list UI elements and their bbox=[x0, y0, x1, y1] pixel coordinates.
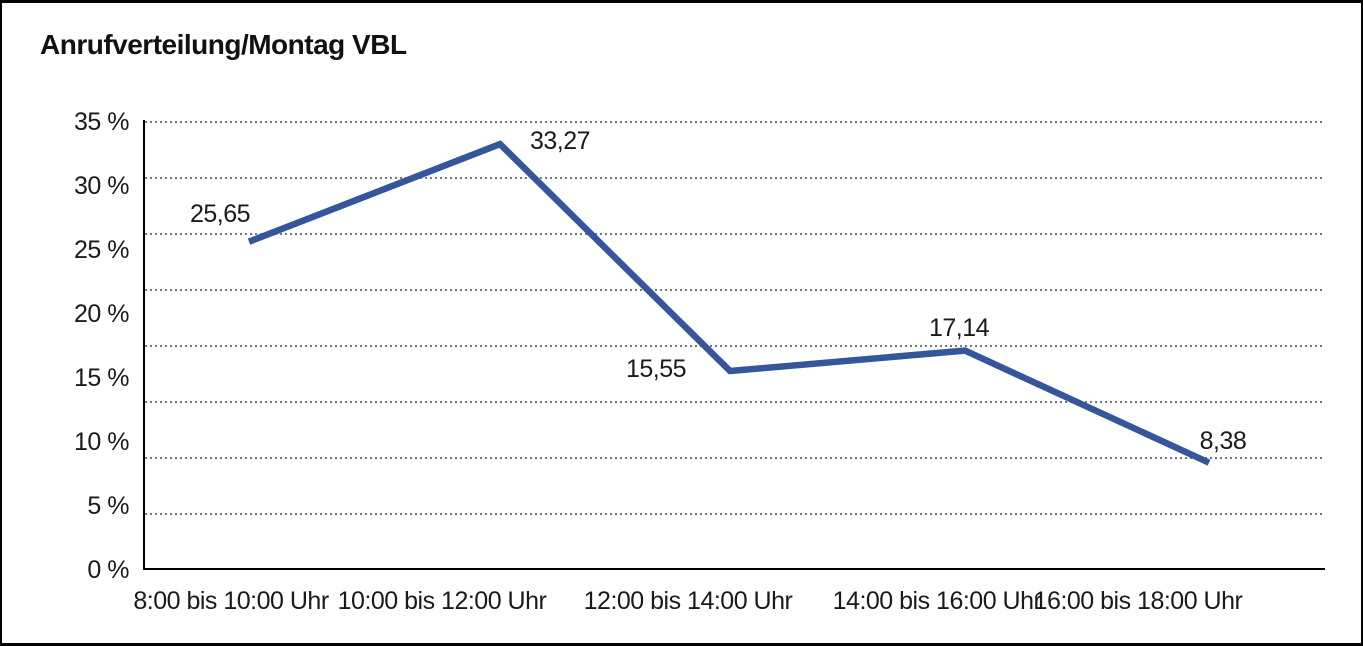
y-axis-tick-label: 25 % bbox=[74, 236, 129, 264]
x-axis-category-label: 16:00 bis 18:00 Uhr bbox=[1033, 587, 1243, 615]
data-point-value-label: 15,55 bbox=[625, 355, 687, 383]
data-point-value-label: 33,27 bbox=[529, 127, 591, 155]
chart-title: Anrufverteilung/Montag VBL bbox=[40, 29, 407, 60]
data-point-value-label: 8,38 bbox=[1199, 427, 1247, 455]
y-axis-tick-label: 5 % bbox=[87, 492, 129, 520]
y-axis-tick-label: 20 % bbox=[74, 300, 129, 328]
data-line bbox=[247, 140, 1211, 466]
x-axis-category-label: 12:00 bis 14:00 Uhr bbox=[583, 587, 793, 615]
data-point-value-label: 17,14 bbox=[928, 314, 990, 342]
y-axis-tick-label: 35 % bbox=[74, 108, 129, 136]
x-axis-category-label: 14:00 bis 16:00 Uhr bbox=[832, 587, 1042, 615]
y-axis-tick-label: 30 % bbox=[74, 172, 129, 200]
x-axis-category-label: 10:00 bis 12:00 Uhr bbox=[337, 587, 547, 615]
y-axis-tick-label: 0 % bbox=[87, 556, 129, 584]
chart-canvas bbox=[143, 120, 1325, 570]
y-axis-tick-label: 15 % bbox=[74, 364, 129, 392]
x-axis-category-label: 8:00 bis 10:00 Uhr bbox=[133, 587, 329, 615]
y-axis-tick-label: 10 % bbox=[74, 428, 129, 456]
data-point-value-label: 25,65 bbox=[189, 200, 251, 228]
